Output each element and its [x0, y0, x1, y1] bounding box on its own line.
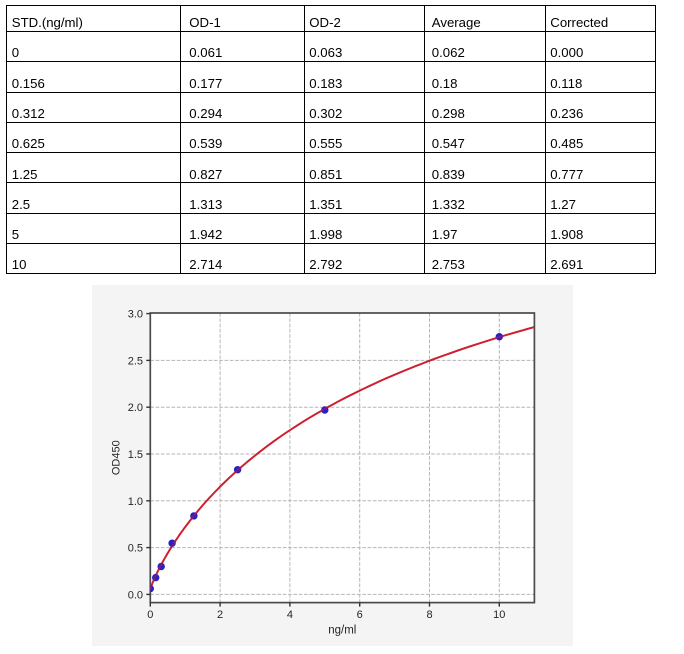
svg-text:ng/ml: ng/ml: [328, 625, 356, 637]
svg-text:0.5: 0.5: [128, 543, 143, 555]
svg-text:2: 2: [217, 609, 223, 621]
svg-text:OD450: OD450: [111, 440, 123, 475]
svg-text:2.0: 2.0: [128, 402, 143, 414]
svg-text:3.0: 3.0: [128, 309, 143, 321]
svg-text:6: 6: [357, 609, 363, 621]
svg-text:2.5: 2.5: [128, 355, 143, 367]
svg-text:10: 10: [493, 609, 505, 621]
svg-text:8: 8: [426, 609, 432, 621]
svg-text:4: 4: [287, 609, 293, 621]
svg-text:1.0: 1.0: [128, 496, 143, 508]
svg-text:0.0: 0.0: [128, 589, 143, 601]
svg-text:0: 0: [147, 609, 153, 621]
svg-text:1.5: 1.5: [128, 449, 143, 461]
